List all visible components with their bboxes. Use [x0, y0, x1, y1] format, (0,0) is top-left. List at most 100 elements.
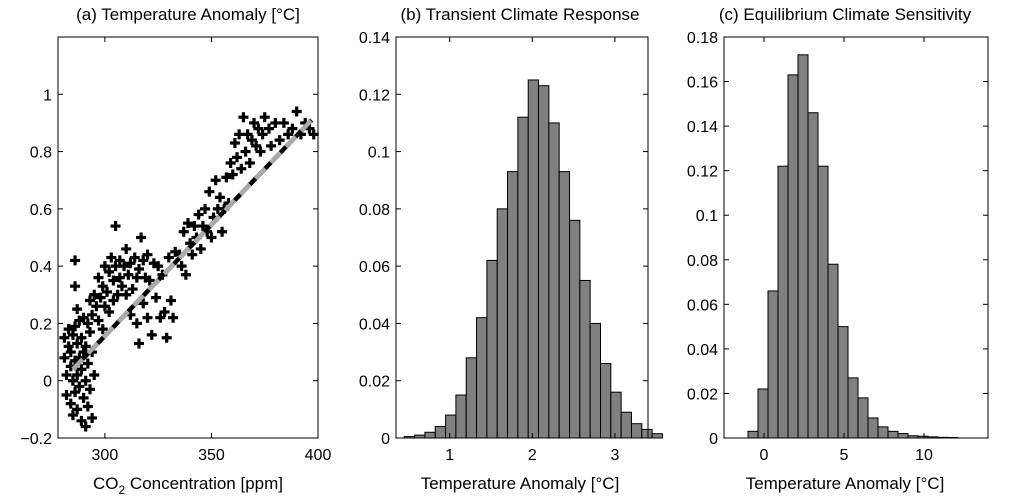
panel-b-xtick-label: 1 [445, 447, 454, 464]
data-point-plus [238, 112, 249, 123]
data-point-plus [133, 338, 144, 349]
panel-c-xtick-label: 10 [915, 447, 933, 464]
data-point-plus [197, 221, 208, 232]
data-point-plus [308, 129, 319, 140]
data-point-plus [178, 226, 189, 237]
data-point-plus [151, 292, 162, 303]
panel-equilibrium-climate-sensitivity: (c) Equilibrium Climate Sensitivity 0 0.0… [687, 5, 989, 493]
histogram-bar [486, 259, 498, 439]
data-point-plus [72, 338, 83, 349]
histogram-bar [610, 391, 622, 439]
data-point-plus [291, 106, 302, 117]
data-point-plus [195, 243, 206, 254]
data-point-plus [99, 261, 110, 272]
panel-c-bars [747, 54, 959, 439]
data-point-plus [104, 266, 115, 277]
histogram-bar [558, 171, 571, 439]
panel-c-ytick-label: 0.1 [696, 208, 718, 225]
data-point-plus [142, 312, 153, 323]
data-point-plus [138, 255, 149, 266]
panel-b-bars [403, 79, 663, 439]
data-point-plus [221, 172, 232, 183]
histogram-bar [579, 279, 591, 439]
panel-b-xtick-label: 2 [528, 447, 537, 464]
panel-b-ytick-label: 0.08 [359, 202, 390, 219]
data-point-plus [102, 286, 113, 297]
data-point-plus [72, 404, 83, 415]
data-point-plus [72, 304, 83, 315]
histogram-bar [476, 317, 488, 439]
histogram-bar [517, 116, 529, 439]
data-point-plus [106, 252, 117, 263]
data-point-plus [82, 318, 93, 329]
histogram-bar [847, 377, 859, 439]
data-point-plus [87, 309, 98, 320]
data-point-plus [61, 390, 72, 401]
data-point-plus [251, 140, 262, 151]
data-point-plus [217, 226, 228, 237]
panel-b-ytick-label: 0 [381, 431, 390, 448]
data-point-plus [138, 298, 149, 309]
panel-a-xlabel-pre: CO [93, 474, 119, 493]
histogram-bar [877, 426, 889, 439]
panel-a-ytick-label: 0 [43, 374, 52, 391]
data-point-plus [225, 158, 236, 169]
data-point-plus [180, 269, 191, 280]
data-point-plus [59, 332, 70, 343]
panel-c-title: (c) Equilibrium Climate Sensitivity [719, 5, 972, 24]
data-point-plus [63, 341, 74, 352]
histogram-bar [651, 433, 663, 439]
data-point-plus [70, 281, 81, 292]
histogram-bar [897, 433, 909, 439]
panel-c-ytick-label: 0.12 [687, 164, 718, 181]
data-point-plus [95, 292, 106, 303]
panel-a-plot-area: −0.2 0 0.2 0.4 0.6 0.8 1 300 350 400 [20, 36, 331, 464]
data-point-plus [153, 261, 164, 272]
panel-c-ytick-label: 0.06 [687, 297, 718, 314]
data-point-plus [183, 218, 193, 229]
data-point-plus [74, 381, 85, 392]
data-point-plus [121, 289, 132, 300]
panel-b-plot-area: 0 0.02 0.04 0.06 0.08 0.1 0.12 0.14 1 2 3 [359, 30, 663, 464]
panel-c-ytick-label: 0 [709, 431, 718, 448]
data-point-plus [133, 264, 144, 275]
panel-temperature-anomaly: (a) Temperature Anomaly [°C] −0.2 0 0.2 0.4… [20, 5, 331, 497]
data-point-plus [210, 175, 221, 186]
data-point-plus [165, 295, 176, 306]
data-point-plus [123, 269, 134, 280]
data-point-plus [70, 255, 81, 266]
histogram-bar [434, 426, 447, 439]
data-point-plus [84, 384, 95, 395]
data-point-plus [72, 369, 83, 380]
panel-a-axes-frame [57, 36, 319, 439]
histogram-bar [424, 431, 436, 439]
fit-line-gray [71, 118, 314, 371]
data-point-plus [78, 312, 89, 323]
panel-b-ytick-label: 0.14 [359, 30, 390, 47]
data-point-plus [287, 123, 298, 134]
data-point-plus [146, 329, 157, 340]
panel-b-xlabel: Temperature Anomaly [°C] [421, 474, 620, 493]
data-point-plus [155, 312, 166, 323]
histogram-bar [455, 394, 467, 439]
panel-a-ytick-label: 0.2 [30, 316, 52, 333]
data-point-plus [234, 129, 245, 140]
data-point-plus [142, 249, 153, 260]
data-point-plus [112, 289, 123, 300]
data-point-plus [116, 281, 127, 292]
histogram-bar [538, 85, 550, 439]
panel-c-xtick-label: 0 [760, 447, 769, 464]
panel-a-xlabel: CO2 Concentration [ppm] [93, 474, 283, 497]
histogram-bar [445, 414, 457, 439]
data-point-plus [249, 117, 260, 128]
data-point-plus [283, 129, 294, 140]
data-point-plus [136, 232, 147, 243]
data-point-plus [257, 129, 268, 140]
data-point-plus [82, 401, 93, 412]
data-point-plus [76, 415, 87, 426]
histogram-bar [857, 397, 869, 439]
panel-a-ytick-label: −0.2 [20, 431, 52, 448]
panel-b-ytick-label: 0.12 [359, 87, 390, 104]
data-point-plus [80, 375, 91, 386]
data-point-plus [78, 392, 89, 403]
